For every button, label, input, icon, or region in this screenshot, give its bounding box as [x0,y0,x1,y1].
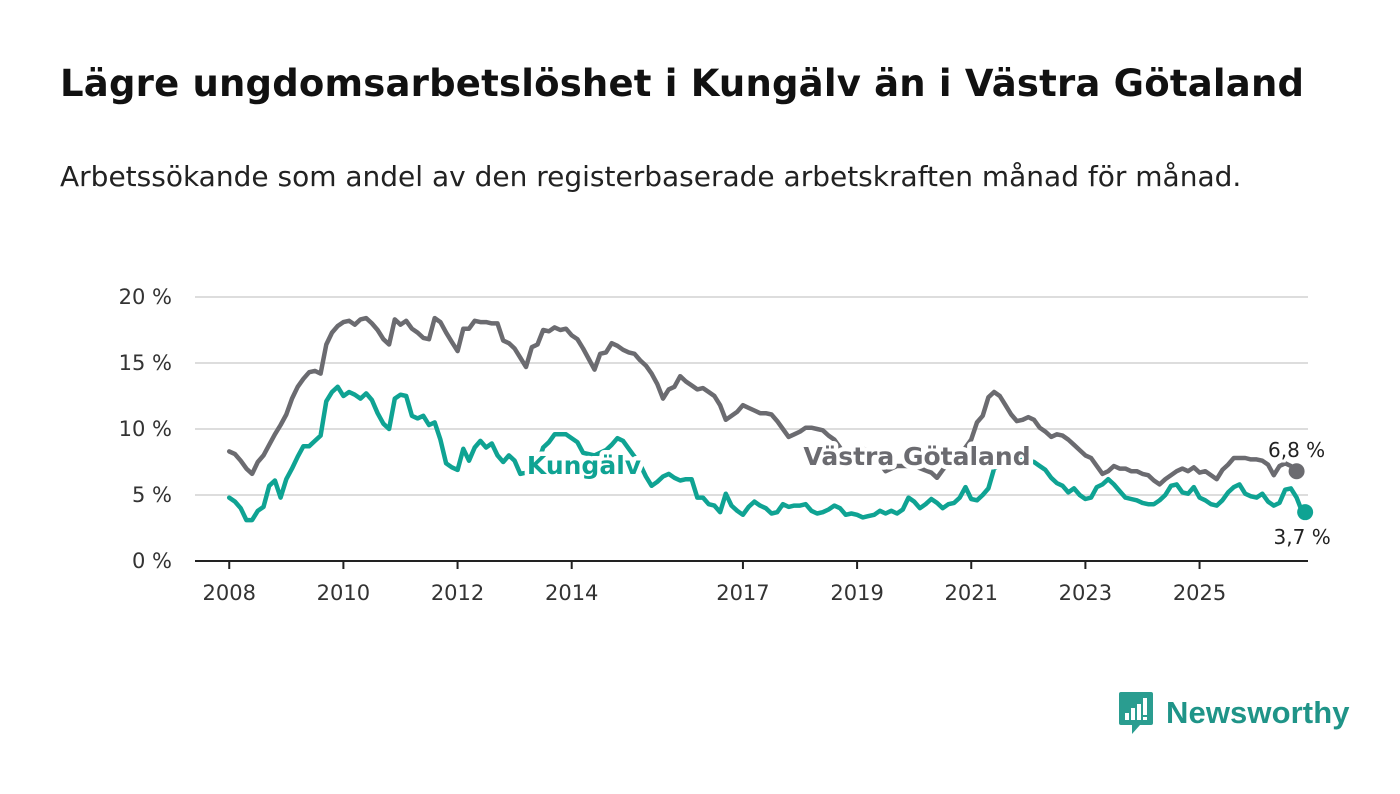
x-tick-label: 2019 [830,581,883,605]
brand-name: Newsworthy [1166,695,1350,730]
y-tick-label: 20 % [119,285,172,309]
x-tick-label: 2023 [1059,581,1112,605]
end-value-label-kungalv: 3,7 % [1274,525,1331,549]
x-tick-label: 2017 [716,581,769,605]
x-tick-label: 2008 [203,581,256,605]
series-group [226,315,1314,523]
series-name-label-kungalv: Kungälv [527,451,641,480]
x-tick-label: 2021 [945,581,998,605]
chart-subtitle: Arbetssökande som andel av den registerb… [60,160,1242,193]
end-value-label-vastra-gotaland: 6,8 % [1268,438,1325,462]
y-tick-label: 10 % [119,417,172,441]
y-tick-label: 0 % [132,549,172,573]
axes: 0 % 5 % 10 % 15 % 20 % 2008 2010 2012 2014 2017 20… [119,285,1308,605]
series-line-kungalv [226,384,1308,523]
series-name-label-vastra-gotaland: Västra Götaland [803,442,1030,471]
x-tick-label: 2014 [545,581,598,605]
series-line-vastra-gotaland [226,315,1299,487]
x-tick-label: 2012 [431,581,484,605]
series-labels-group: Västra Götaland Kungälv 6,8 % 3,7 % [522,435,1333,552]
brand-logo: Newsworthy [1118,690,1350,736]
series-end-marker [1297,504,1314,521]
newsworthy-logo-icon [1119,692,1153,734]
x-tick-label: 2025 [1173,581,1226,605]
x-tick-label: 2010 [317,581,370,605]
chart-title: Lägre ungdomsarbetslöshet i Kungälv än i… [60,62,1305,105]
y-tick-label: 5 % [132,483,172,507]
series-end-marker [1288,463,1305,480]
y-tick-label: 15 % [119,351,172,375]
